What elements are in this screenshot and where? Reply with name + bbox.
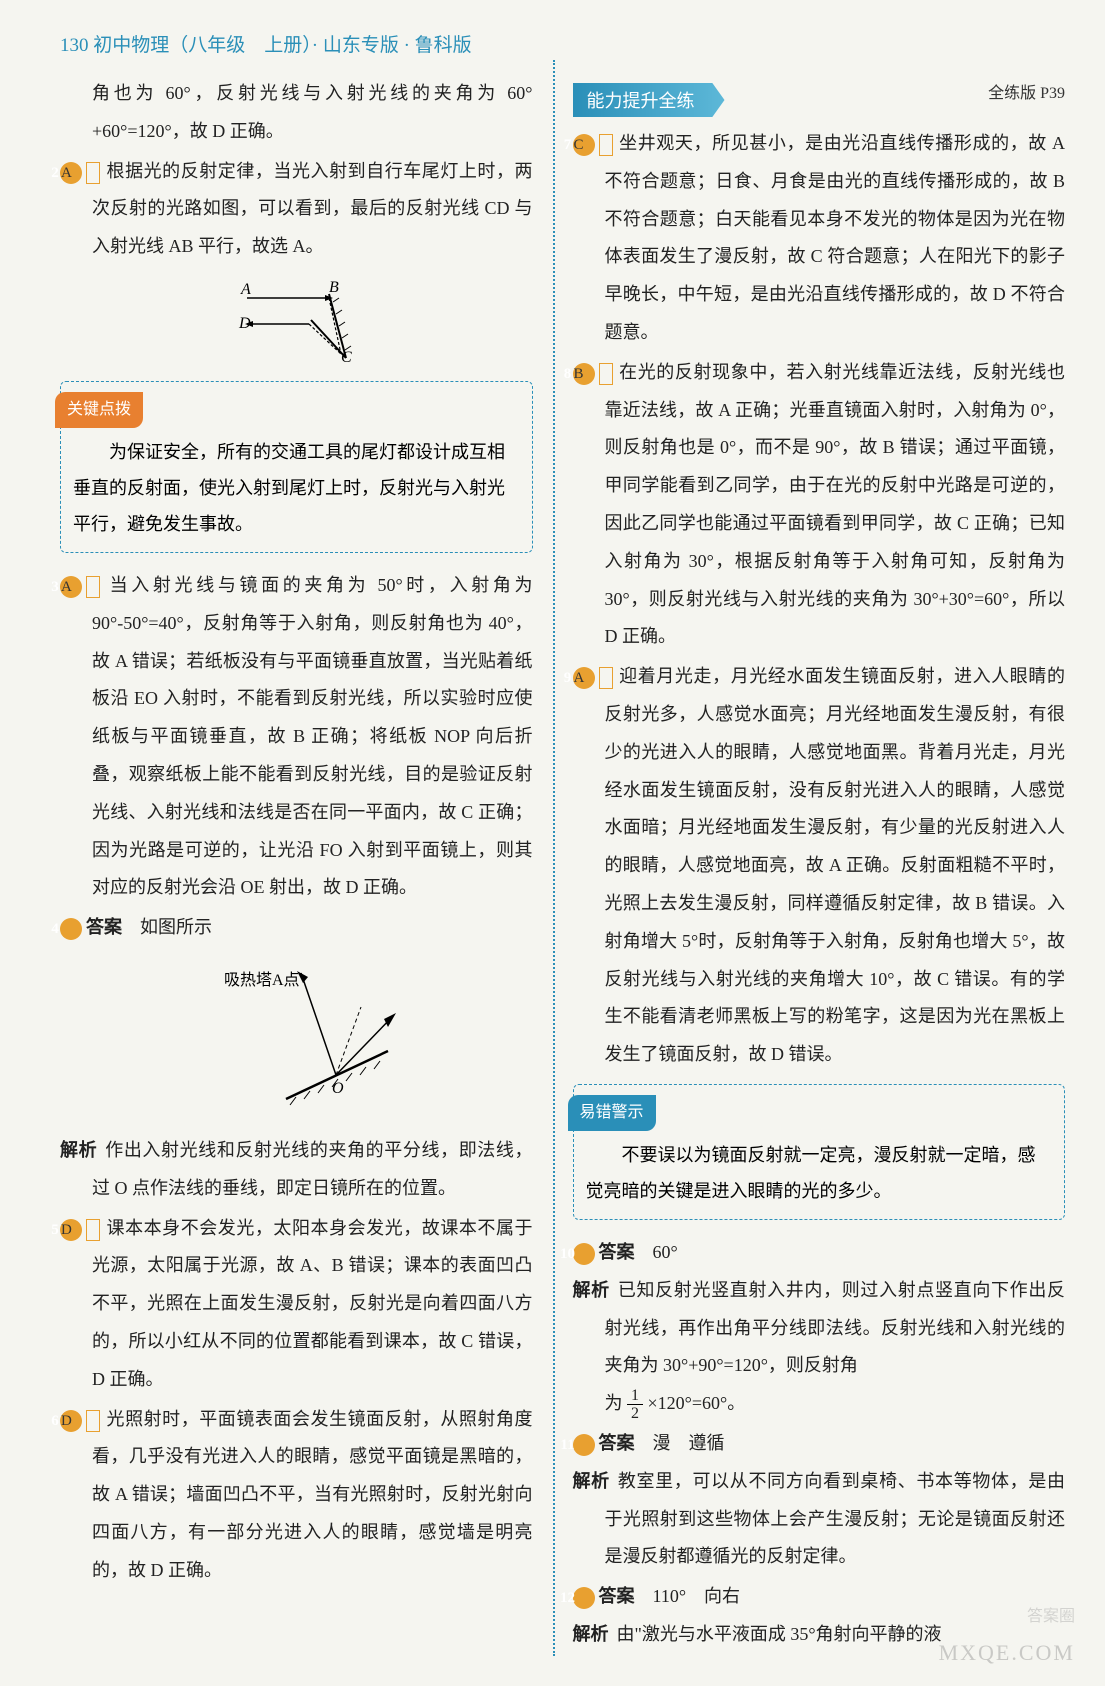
q12-num: 12 (573, 1587, 595, 1609)
item-7: 7C坐井观天，所见甚小，是由光沿直线传播形成的，故 A 不符合题意；日食、月食是… (573, 125, 1066, 352)
warn-label: 易错警示 (568, 1095, 656, 1131)
key-box: 关键点拨 为保证安全，所有的交通工具的尾灯都设计成互相垂直的反射面，使光入射到尾… (60, 381, 533, 553)
q4-num: 4 (60, 918, 82, 940)
svg-text:吸热塔A点: 吸热塔A点 (224, 971, 300, 989)
item-5: 5D课本本身不会发光，太阳本身会发光，故课本不属于光源，太阳属于光源，故 A、B… (60, 1210, 533, 1399)
watermark-2: 答案圈 (1027, 1602, 1075, 1626)
ability-banner: 能力提升全练 (573, 83, 725, 117)
q10-num: 10 (573, 1243, 595, 1265)
item-2: 2A根据光的反射定律，当光入射到自行车尾灯上时，两次反射的光路如图，可以看到，最… (60, 153, 533, 266)
item-9: 9A迎着月光走，月光经水面发生镜面反射，进入人眼睛的反射光多，人感觉水面亮；月光… (573, 658, 1066, 1074)
item-1-cont: 角也为 60°，反射光线与入射光线的夹角为 60°+60°=120°，故 D 正… (60, 75, 533, 151)
item-11: 11答案 漫 遵循 解析教室里，可以从不同方向看到桌椅、书本等物体，是由于光照射… (573, 1425, 1066, 1576)
ability-banner-row: 能力提升全练 全练版 P39 (573, 75, 1066, 125)
q8-answer: B (599, 363, 613, 385)
item-6: 6D光照射时，平面镜表面会发生镜面反射，从照射角度看，几乎没有光进入人的眼睛，感… (60, 1401, 533, 1590)
left-column: 角也为 60°，反射光线与入射光线的夹角为 60°+60°=120°，故 D 正… (20, 75, 553, 1656)
key-label: 关键点拨 (55, 392, 143, 428)
q3-answer: A (86, 576, 100, 598)
figure-q4: 吸热塔A点 O (60, 957, 533, 1122)
item-4: 4答案 如图所示 (60, 909, 533, 947)
svg-text:O: O (332, 1080, 344, 1097)
item-3: 3A当入射光线与镜面的夹角为 50°时，入射角为 90°-50°=40°，反射角… (60, 567, 533, 907)
page-ref: 全练版 P39 (988, 79, 1065, 103)
q6-answer: D (86, 1410, 100, 1432)
q9-answer: A (599, 667, 613, 689)
right-column: 能力提升全练 全练版 P39 7C坐井观天，所见甚小，是由光沿直线传播形成的，故… (553, 75, 1086, 1656)
svg-text:A: A (240, 281, 251, 298)
q11-num: 11 (573, 1434, 595, 1456)
watermark: MXQE.COM (939, 1640, 1075, 1666)
q5-answer: D (86, 1219, 100, 1241)
item-10: 10答案 60° 解析已知反射光竖直射入井内，则过入射点竖直向下作出反射光线，再… (573, 1234, 1066, 1423)
q2-answer: A (86, 162, 100, 184)
item-4-ana: 解析作出入射光线和反射光线的夹角的平分线，即法线，过 O 点作法线的垂线，即定日… (60, 1132, 533, 1208)
svg-text:B: B (329, 279, 339, 296)
q7-answer: C (599, 134, 613, 156)
figure-q2: A B D C (60, 276, 533, 371)
warn-box: 易错警示 不要误以为镜面反射就一定亮，漫反射就一定暗，感觉亮暗的关键是进入眼睛的… (573, 1084, 1066, 1220)
item-8: 8B在光的反射现象中，若入射光线靠近法线，反射光线也靠近法线，故 A 正确；光垂… (573, 354, 1066, 656)
page-header: 130 初中物理（八年级 上册）· 山东专版 · 鲁科版 (20, 30, 1085, 57)
